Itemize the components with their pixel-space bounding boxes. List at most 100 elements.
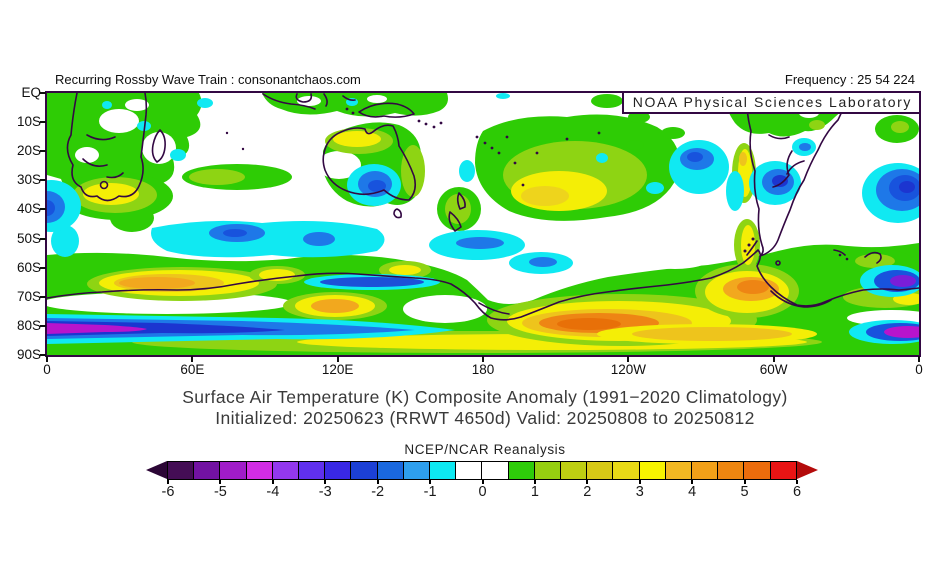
coastlines xyxy=(47,93,919,321)
coast-tasmania xyxy=(393,208,402,219)
colorbar-cell xyxy=(692,462,719,479)
y-axis-label: 60S xyxy=(16,259,41,275)
x-axis-label: 0 xyxy=(43,362,51,377)
colorbar-cell xyxy=(587,462,614,479)
y-axis-tick xyxy=(40,353,46,356)
colorbar-cell xyxy=(508,462,535,479)
y-axis-label: 90S xyxy=(16,346,41,362)
y-axis-tick xyxy=(40,237,46,240)
frequency-annotation: Frequency : 25 54 224 xyxy=(784,72,915,87)
x-axis-tick xyxy=(772,356,775,362)
colorbar-tick-label: -2 xyxy=(371,484,385,500)
colorbar-cell xyxy=(718,462,745,479)
x-axis-label: 60E xyxy=(180,362,205,377)
colorbar-cell xyxy=(377,462,404,479)
colorbar-cell xyxy=(403,462,431,479)
colorbar-tick-mark xyxy=(481,480,484,484)
x-axis-tick xyxy=(627,356,630,362)
y-axis-label: 70S xyxy=(16,288,41,304)
colorbar-cell xyxy=(613,462,640,479)
colorbar-cell xyxy=(561,462,588,479)
y-axis-label: 80S xyxy=(16,317,41,333)
colorbar-tick-mark xyxy=(324,480,327,484)
colorbar-left-arrow xyxy=(146,461,167,479)
y-axis-tick xyxy=(40,179,46,182)
y-axis-tick xyxy=(40,295,46,298)
colorbar-cell xyxy=(534,462,562,479)
y-axis-label: 20S xyxy=(16,143,41,159)
anomaly-map-svg xyxy=(47,93,919,355)
island-dots xyxy=(225,107,849,261)
x-axis-tick xyxy=(191,356,194,362)
coast-new-guinea xyxy=(358,102,415,118)
noaa-watermark: NOAA Physical Sciences Laboratory xyxy=(621,91,921,114)
map-subtitle: Initialized: 20250623 (RRWT 4650d) Valid… xyxy=(215,408,755,428)
colorbar-tick-mark xyxy=(691,480,694,484)
y-axis-tick xyxy=(40,92,46,94)
colorbar-tick-mark xyxy=(638,480,641,484)
colorbar-tick-label: -4 xyxy=(266,484,280,500)
colorbar-cell xyxy=(351,462,378,479)
colorbar-tick-mark xyxy=(219,480,222,484)
coast-south-america xyxy=(746,93,849,257)
colorbar-cell xyxy=(744,462,771,479)
y-axis-tick xyxy=(40,208,46,211)
colorbar-cell xyxy=(665,462,693,479)
colorbar-tick-mark xyxy=(271,480,274,484)
colorbar-cell xyxy=(430,462,457,479)
x-axis-tick xyxy=(336,356,339,362)
coast-new-zealand xyxy=(448,192,466,232)
colorbar-title: NCEP/NCAR Reanalysis xyxy=(404,442,566,457)
colorbar-cell xyxy=(246,462,273,479)
colorbar-cell xyxy=(194,462,221,479)
y-axis-label: 50S xyxy=(16,230,41,246)
colorbar-tick-mark xyxy=(533,480,536,484)
colorbar-cell xyxy=(639,462,666,479)
colorbar-tick-mark xyxy=(743,480,746,484)
map-title: Surface Air Temperature (K) Composite An… xyxy=(182,387,788,407)
colorbar-tick-mark xyxy=(796,480,798,484)
colorbar-cell xyxy=(168,462,195,479)
coast-indonesia xyxy=(262,93,356,110)
x-axis-label: 0 xyxy=(915,362,923,377)
colorbar-tick-label: 2 xyxy=(583,484,592,500)
map-frame: NOAA Physical Sciences Laboratory xyxy=(45,91,921,357)
coast-madagascar xyxy=(151,129,166,163)
colorbar-tick-label: -6 xyxy=(161,484,175,500)
colorbar-cell xyxy=(482,462,509,479)
colorbar-tick-label: -5 xyxy=(213,484,227,500)
y-axis-tick xyxy=(40,266,46,269)
colorbar-tick-mark xyxy=(586,480,589,484)
y-axis-tick xyxy=(40,121,46,124)
colorbar xyxy=(167,461,797,480)
colorbar-cell xyxy=(299,462,326,479)
colorbar-tick-label: 0 xyxy=(478,484,487,500)
x-axis-tick xyxy=(481,356,484,362)
colorbar-tick-label: -3 xyxy=(318,484,332,500)
coast-antarctica xyxy=(47,249,919,321)
colorbar-tick-label: 1 xyxy=(530,484,539,500)
coast-africa xyxy=(66,93,148,202)
colorbar-cell xyxy=(220,462,247,479)
x-axis-tick xyxy=(46,356,48,362)
colorbar-tick-mark xyxy=(429,480,432,484)
colorbar-tick-label: 3 xyxy=(635,484,644,500)
y-axis-label: 40S xyxy=(16,201,41,217)
x-axis-label: 60W xyxy=(759,362,788,377)
y-axis-label: EQ xyxy=(21,85,41,100)
x-axis-label: 120E xyxy=(321,362,354,377)
source-annotation: Recurring Rossby Wave Train : consonantc… xyxy=(55,72,361,87)
colorbar-tick-mark xyxy=(376,480,379,484)
y-axis-label: 10S xyxy=(16,114,41,130)
colorbar-tick-mark xyxy=(167,480,169,484)
x-axis-label: 120W xyxy=(610,362,646,377)
colorbar-tick-label: -1 xyxy=(423,484,437,500)
colorbar-cell xyxy=(272,462,300,479)
colorbar-tick-label: 6 xyxy=(792,484,802,500)
colorbar-cell xyxy=(325,462,352,479)
y-axis-label: 30S xyxy=(16,172,41,188)
colorbar-cell xyxy=(770,462,796,479)
x-axis-label: 180 xyxy=(471,362,495,377)
coast-australia xyxy=(322,124,416,201)
